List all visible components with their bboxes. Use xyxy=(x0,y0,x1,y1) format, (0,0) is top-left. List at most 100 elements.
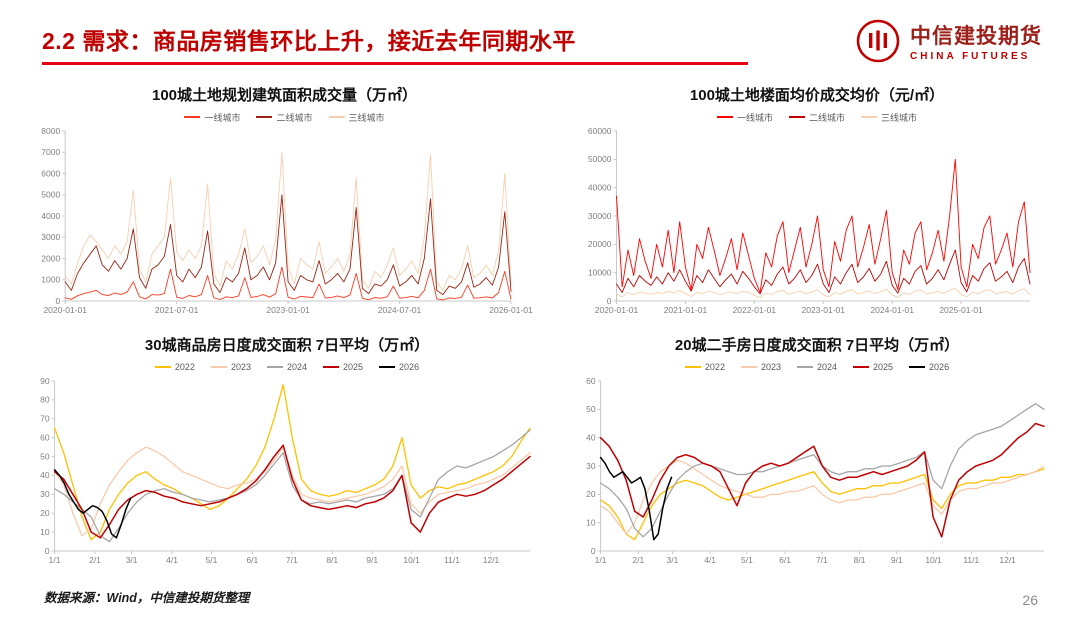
y-tick-label: 20000 xyxy=(588,239,612,249)
chart-title: 100城土地楼面均价成交均价（元/㎡） xyxy=(689,87,945,104)
legend-swatch xyxy=(796,366,813,368)
x-tick-label: 2026-01-01 xyxy=(489,305,533,315)
legend-label: 2025 xyxy=(873,362,894,372)
legend-swatch xyxy=(740,366,757,368)
x-tick-label: 2021-07-01 xyxy=(155,305,199,315)
legend-swatch xyxy=(256,116,273,118)
y-tick-label: 10 xyxy=(586,517,596,527)
legend-item: 2025 xyxy=(323,362,363,372)
company-logo: 中信建投期货 CHINA FUTURES xyxy=(855,18,1042,64)
x-tick-label: 8/1 xyxy=(854,555,866,565)
legend-label: 2022 xyxy=(704,362,725,372)
x-tick-label: 2020-01-01 xyxy=(43,305,87,315)
series-line-一线城市 xyxy=(616,158,1031,293)
legend-item: 2026 xyxy=(909,362,949,372)
x-tick-label: 2/1 xyxy=(89,555,101,565)
chart-title: 20城二手房日度成交面积 7日平均（万㎡） xyxy=(674,337,960,354)
y-tick-label: 0 xyxy=(607,296,612,306)
chart-plot: 0 1000 2000 3000 4000 5000 6000 7000 8000 2020-01… xyxy=(41,126,533,315)
legend-swatch xyxy=(328,116,345,118)
company-name-cn: 中信建投期货 xyxy=(910,25,1042,48)
chart-new-home-sales: 30城商品房日度成交面积 7日平均（万㎡） 2022 2023 2024 2025 20… xyxy=(32,334,542,567)
y-tick-label: 60 xyxy=(586,376,596,386)
y-tick-label: 5000 xyxy=(41,190,60,200)
chart-plot: 0 10000 20000 30000 40000 50000 60000 2020-01-0… xyxy=(588,126,1031,315)
legend-item: 2025 xyxy=(853,362,893,372)
chart-legend: 一线城市 二线城市 三线城市 xyxy=(32,111,537,123)
x-tick-label: 10/1 xyxy=(925,555,942,565)
legend-swatch xyxy=(788,116,805,118)
legend-swatch xyxy=(154,366,171,368)
y-tick-label: 80 xyxy=(40,395,50,405)
y-tick-label: 30 xyxy=(586,461,596,471)
legend-swatch xyxy=(266,366,283,368)
x-tick-label: 8/1 xyxy=(326,555,338,565)
y-tick-label: 20 xyxy=(40,508,50,518)
legend-label: 2025 xyxy=(343,362,364,372)
legend-item: 二线城市 xyxy=(256,111,313,124)
chart-secondhand-home-sales: 20城二手房日度成交面积 7日平均（万㎡） 2022 2023 2024 2025 20… xyxy=(578,334,1056,567)
x-tick-label: 1/1 xyxy=(595,555,607,565)
x-tick-label: 3/1 xyxy=(667,555,679,565)
y-tick-label: 20 xyxy=(586,489,596,499)
legend-label: 2024 xyxy=(816,362,838,372)
y-tick-label: 10000 xyxy=(588,267,612,277)
legend-label: 一线城市 xyxy=(204,112,241,123)
y-tick-label: 50000 xyxy=(588,154,612,164)
legend-swatch xyxy=(323,366,340,368)
legend-swatch xyxy=(210,366,227,368)
series-line-2025 xyxy=(53,444,531,539)
chart-land-floor-price: 100城土地楼面均价成交均价（元/㎡） 一线城市 二线城市 三线城市 0 10000 2… xyxy=(578,84,1056,317)
page-title: 2.2 需求：商品房销售环比上升，接近去年同期水平 xyxy=(42,28,576,54)
y-tick-label: 70 xyxy=(40,414,50,424)
y-tick-label: 0 xyxy=(55,296,60,306)
series-line-2022 xyxy=(599,468,1045,541)
chart-plot: 0 10 20 30 40 50 60 70 80 90 1/1 2/1 3/1 4/1 5/1 6/1 7/1… xyxy=(40,376,531,565)
legend-swatch xyxy=(853,366,870,368)
legend-label: 二线城市 xyxy=(808,112,845,123)
legend-swatch xyxy=(684,366,701,368)
x-tick-label: 12/1 xyxy=(999,555,1016,565)
y-tick-label: 60000 xyxy=(588,126,612,136)
x-tick-label: 11/1 xyxy=(963,555,979,565)
x-tick-label: 2024-07-01 xyxy=(378,305,422,315)
page-number: 26 xyxy=(1022,592,1038,608)
legend-swatch xyxy=(379,366,396,368)
data-source-note: 数据来源：Wind，中信建投期货整理 xyxy=(44,591,250,605)
chart-plot: 0 10 20 30 40 50 60 1/1 2/1 3/1 4/1 5/1 6/1 7/1 8/1 9/1… xyxy=(586,376,1045,565)
y-tick-label: 2000 xyxy=(41,253,60,263)
legend-item: 2024 xyxy=(796,362,838,372)
y-tick-label: 3000 xyxy=(41,232,60,242)
x-tick-label: 4/1 xyxy=(166,555,178,565)
legend-label: 2026 xyxy=(929,362,950,372)
x-tick-label: 2023-01-01 xyxy=(802,305,846,315)
legend-item: 2023 xyxy=(740,362,781,372)
legend-item: 2022 xyxy=(154,362,195,372)
y-tick-label: 50 xyxy=(586,404,596,414)
y-tick-label: 0 xyxy=(591,546,596,556)
x-tick-label: 2025-01-01 xyxy=(939,305,983,315)
legend-swatch xyxy=(909,366,926,368)
series-line-2023 xyxy=(599,459,1045,535)
legend-swatch xyxy=(716,116,733,118)
series-line-三线城市 xyxy=(616,287,1031,299)
company-logo-icon xyxy=(856,19,900,63)
y-tick-label: 7000 xyxy=(41,147,60,157)
legend-item: 2023 xyxy=(210,362,251,372)
x-tick-label: 11/1 xyxy=(444,555,460,565)
series-line-一线城市 xyxy=(64,266,512,301)
chart-land-planned-area: 100城土地规划建筑面积成交量（万㎡） 一线城市 二线城市 三线城市 0 1000 20… xyxy=(32,84,537,317)
y-tick-label: 10 xyxy=(40,527,50,537)
x-tick-label: 2022-01-01 xyxy=(733,305,777,315)
series-line-2024 xyxy=(53,429,531,543)
series-line-2022 xyxy=(53,384,531,541)
y-tick-label: 30000 xyxy=(588,211,612,221)
legend-swatch xyxy=(861,116,877,118)
legend-label: 2022 xyxy=(174,362,195,372)
legend-label: 三线城市 xyxy=(881,112,918,123)
x-tick-label: 6/1 xyxy=(246,555,258,565)
series-line-2026 xyxy=(53,469,132,539)
y-tick-label: 40000 xyxy=(588,182,612,192)
x-tick-label: 2024-01-01 xyxy=(870,305,914,315)
